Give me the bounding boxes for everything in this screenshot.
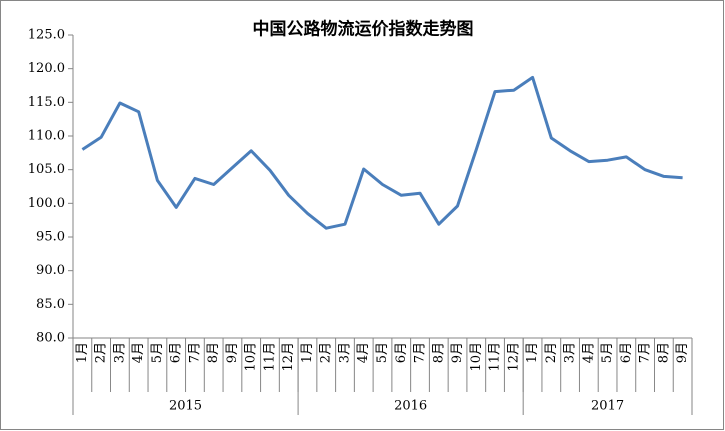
group-label: 2017 (591, 399, 624, 414)
group-label: 2016 (394, 399, 427, 414)
x-tick-label: 11月 (488, 342, 503, 372)
y-tick-label: 100.0 (28, 196, 65, 211)
x-tick-label: 9月 (225, 342, 240, 363)
y-tick-label: 85.0 (36, 297, 65, 312)
x-tick-label: 5月 (375, 342, 390, 363)
x-tick-label: 12月 (281, 342, 296, 372)
y-tick-label: 95.0 (36, 230, 65, 245)
x-tick-label: 8月 (431, 342, 446, 363)
chart-title: 中国公路物流运价指数走势图 (253, 19, 474, 40)
x-tick-label: 7月 (638, 342, 653, 363)
x-tick-label: 7月 (413, 342, 428, 363)
y-tick-label: 105.0 (28, 162, 65, 177)
y-tick-label: 90.0 (36, 263, 65, 278)
x-tick-label: 6月 (169, 342, 184, 363)
x-tick-label: 3月 (563, 342, 578, 363)
group-label: 2015 (169, 399, 202, 414)
x-tick-label: 11月 (262, 342, 277, 372)
x-tick-label: 6月 (619, 342, 634, 363)
x-tick-label: 9月 (675, 342, 690, 363)
x-tick-label: 3月 (337, 342, 352, 363)
x-tick-label: 5月 (150, 342, 165, 363)
x-tick-label: 4月 (356, 342, 371, 363)
x-tick-label: 8月 (656, 342, 671, 363)
x-tick-label: 1月 (75, 342, 90, 363)
x-tick-label: 10月 (244, 342, 259, 372)
x-tick-label: 2月 (94, 342, 109, 363)
y-tick-label: 110.0 (28, 129, 65, 144)
y-tick-label: 125.0 (28, 28, 65, 43)
x-tick-label: 6月 (394, 342, 409, 363)
x-tick-label: 9月 (450, 342, 465, 363)
x-tick-label: 10月 (469, 342, 484, 372)
y-tick-label: 80.0 (36, 331, 65, 346)
x-tick-label: 1月 (525, 342, 540, 363)
x-tick-label: 2月 (544, 342, 559, 363)
x-tick-label: 4月 (581, 342, 596, 363)
x-tick-label: 12月 (506, 342, 521, 372)
x-tick-label: 2月 (319, 342, 334, 363)
x-tick-label: 5月 (600, 342, 615, 363)
x-tick-label: 3月 (112, 342, 127, 363)
y-tick-label: 120.0 (28, 61, 65, 76)
y-tick-label: 115.0 (28, 95, 65, 110)
x-tick-label: 4月 (131, 342, 146, 363)
line-series (81, 75, 683, 230)
x-tick-label: 7月 (187, 342, 202, 363)
x-tick-label: 1月 (300, 342, 315, 363)
x-tick-label: 8月 (206, 342, 221, 363)
